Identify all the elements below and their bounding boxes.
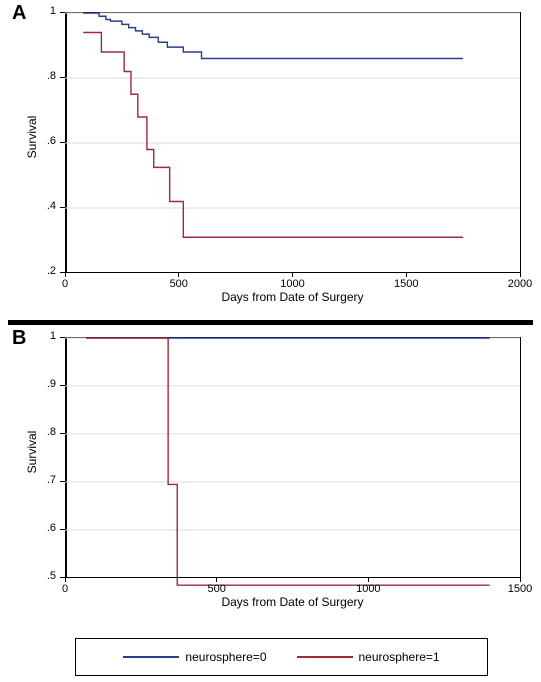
series-line	[86, 338, 489, 585]
legend-label: neurosphere=1	[359, 650, 440, 664]
y-tick-mark	[60, 142, 65, 143]
legend-item: neurosphere=0	[123, 650, 266, 664]
y-tick-mark	[60, 12, 65, 13]
y-tick-label: .8	[30, 426, 56, 438]
x-tick-label: 500	[192, 583, 242, 595]
series-line	[83, 13, 463, 59]
y-tick-label: .5	[30, 570, 56, 582]
panel-b-label: B	[12, 327, 26, 350]
y-tick-label: .4	[30, 200, 56, 212]
plot-b-svg	[65, 338, 520, 578]
x-tick-mark	[178, 272, 179, 277]
y-tick-mark	[60, 337, 65, 338]
y-tick-label: .9	[30, 378, 56, 390]
panel-b: B Survival Days from Date of Surgery .5.…	[0, 325, 541, 625]
x-tick-label: 2000	[495, 278, 541, 290]
legend-item: neurosphere=1	[297, 650, 440, 664]
x-tick-label: 1500	[381, 278, 431, 290]
x-tick-mark	[292, 272, 293, 277]
plot-a-svg	[65, 13, 520, 273]
y-tick-label: 1	[30, 5, 56, 17]
x-tick-mark	[406, 272, 407, 277]
y-tick-label: .8	[30, 70, 56, 82]
plot-b-xlabel: Days from Date of Surgery	[203, 595, 383, 609]
legend-box: neurosphere=0 neurosphere=1	[75, 638, 488, 676]
x-tick-mark	[65, 577, 66, 582]
plot-b-area	[65, 337, 521, 578]
x-tick-label: 1000	[343, 583, 393, 595]
y-tick-label: .7	[30, 474, 56, 486]
x-tick-label: 1500	[495, 583, 541, 595]
y-tick-label: .6	[30, 522, 56, 534]
plot-a-xlabel: Days from Date of Surgery	[203, 290, 383, 304]
series-line	[83, 33, 463, 238]
y-tick-mark	[60, 77, 65, 78]
x-tick-label: 1000	[268, 278, 318, 290]
x-tick-mark	[368, 577, 369, 582]
x-tick-label: 500	[154, 278, 204, 290]
x-tick-mark	[520, 577, 521, 582]
panel-a: A Survival Days from Date of Surgery .2.…	[0, 0, 541, 320]
y-tick-mark	[60, 207, 65, 208]
y-tick-mark	[60, 529, 65, 530]
panel-a-label: A	[12, 2, 26, 25]
y-tick-label: 1	[30, 330, 56, 342]
x-tick-mark	[520, 272, 521, 277]
legend-label: neurosphere=0	[185, 650, 266, 664]
x-tick-mark	[65, 272, 66, 277]
plot-a-area	[65, 12, 521, 273]
y-tick-mark	[60, 385, 65, 386]
x-tick-label: 0	[40, 583, 90, 595]
legend-swatch	[297, 656, 353, 658]
y-tick-mark	[60, 481, 65, 482]
x-tick-label: 0	[40, 278, 90, 290]
y-tick-mark	[60, 433, 65, 434]
legend-swatch	[123, 656, 179, 658]
figure-root: A Survival Days from Date of Surgery .2.…	[0, 0, 541, 682]
y-tick-label: .2	[30, 265, 56, 277]
x-tick-mark	[216, 577, 217, 582]
y-tick-label: .6	[30, 135, 56, 147]
